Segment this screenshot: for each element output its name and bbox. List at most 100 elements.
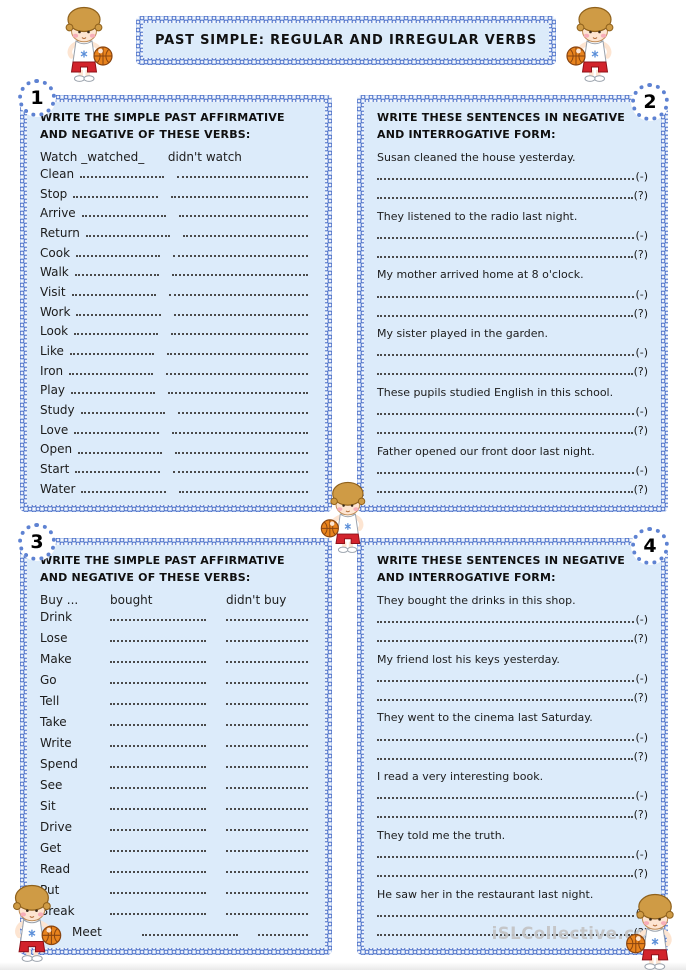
negative-answer-line[interactable]: (-) [377,458,648,477]
interrogative-answer-line[interactable]: (?) [377,242,648,261]
past-negative-blank[interactable] [226,661,308,664]
interrogative-answer-line[interactable]: (?) [377,861,648,880]
negative-blank[interactable] [377,295,635,298]
past-negative-blank[interactable] [172,471,308,474]
past-affirmative-blank[interactable] [76,254,161,257]
past-negative-blank[interactable] [177,176,308,179]
past-affirmative-blank[interactable] [80,412,165,415]
interrogative-blank[interactable] [377,491,633,493]
past-negative-blank[interactable] [173,254,308,257]
interrogative-blank[interactable] [377,934,633,936]
past-negative-blank[interactable] [226,619,308,622]
interrogative-answer-line[interactable]: (?) [377,626,648,645]
past-affirmative-blank[interactable] [110,640,206,643]
interrogative-answer-line[interactable]: (?) [377,359,648,378]
past-negative-blank[interactable] [226,828,308,831]
past-negative-blank[interactable] [226,765,308,768]
interrogative-blank[interactable] [377,255,633,258]
past-affirmative-blank[interactable] [110,912,206,915]
past-negative-blank[interactable] [226,891,308,894]
past-affirmative-blank[interactable] [80,176,165,179]
past-negative-blank[interactable] [171,333,308,336]
negative-blank[interactable] [377,178,635,181]
negative-answer-line[interactable]: (-) [377,607,648,626]
interrogative-blank[interactable] [377,197,633,200]
past-affirmative-blank[interactable] [110,724,206,727]
past-affirmative-blank[interactable] [81,215,166,218]
past-affirmative-blank[interactable] [110,765,206,768]
past-affirmative-blank[interactable] [110,682,206,685]
past-affirmative-blank[interactable] [110,619,206,622]
past-negative-blank[interactable] [226,745,308,747]
past-negative-blank[interactable] [166,372,308,375]
interrogative-answer-line[interactable]: (?) [377,685,648,704]
past-affirmative-blank[interactable] [74,333,159,336]
past-negative-blank[interactable] [177,412,308,415]
past-negative-blank[interactable] [226,870,308,873]
negative-answer-line[interactable]: (-) [377,340,648,359]
past-affirmative-blank[interactable] [110,661,206,664]
negative-blank[interactable] [377,413,635,416]
past-negative-blank[interactable] [226,703,308,706]
negative-answer-line[interactable]: (-) [377,666,648,685]
interrogative-blank[interactable] [377,816,633,819]
past-affirmative-blank[interactable] [85,235,171,238]
past-affirmative-blank[interactable] [110,870,206,873]
interrogative-answer-line[interactable]: (?) [377,418,648,437]
past-affirmative-blank[interactable] [78,451,163,454]
past-negative-blank[interactable] [168,392,308,395]
past-affirmative-blank[interactable] [74,431,159,434]
past-negative-blank[interactable] [226,849,308,852]
negative-answer-line[interactable]: (-) [377,725,648,744]
past-negative-blank[interactable] [173,313,308,316]
negative-blank[interactable] [377,738,635,741]
interrogative-blank[interactable] [377,640,633,643]
past-negative-blank[interactable] [183,235,308,238]
past-negative-blank[interactable] [226,786,308,789]
past-affirmative-blank[interactable] [73,195,158,198]
past-affirmative-blank[interactable] [76,313,161,316]
past-negative-blank[interactable] [226,912,308,915]
past-affirmative-blank[interactable] [69,353,155,356]
interrogative-blank[interactable] [377,875,633,878]
past-negative-blank[interactable] [172,274,308,277]
past-negative-blank[interactable] [226,724,308,727]
interrogative-answer-line[interactable]: (?) [377,744,648,763]
negative-blank[interactable] [377,472,635,474]
negative-blank[interactable] [377,354,635,357]
past-negative-blank[interactable] [226,640,308,643]
past-negative-blank[interactable] [175,451,308,454]
past-negative-blank[interactable] [170,195,308,198]
past-affirmative-blank[interactable] [110,849,206,852]
past-affirmative-blank[interactable] [71,392,156,395]
negative-answer-line[interactable]: (-) [377,842,648,861]
past-negative-blank[interactable] [179,215,308,218]
past-affirmative-blank[interactable] [110,786,206,789]
interrogative-blank[interactable] [377,698,633,701]
negative-answer-line[interactable]: (-) [377,901,648,920]
interrogative-answer-line[interactable]: (?) [377,183,648,202]
interrogative-blank[interactable] [377,757,633,760]
negative-answer-line[interactable]: (-) [377,164,648,183]
past-negative-blank[interactable] [167,353,308,356]
interrogative-answer-line[interactable]: (?) [377,802,648,821]
negative-answer-line[interactable]: (-) [377,399,648,418]
past-negative-blank[interactable] [171,431,308,434]
past-negative-blank[interactable] [258,933,308,936]
interrogative-blank[interactable] [377,432,633,435]
past-negative-blank[interactable] [168,294,308,297]
past-affirmative-blank[interactable] [71,294,156,297]
past-affirmative-blank[interactable] [142,933,238,936]
past-negative-blank[interactable] [226,807,308,810]
past-affirmative-blank[interactable] [110,891,206,894]
negative-blank[interactable] [377,856,635,859]
past-affirmative-blank[interactable] [69,372,154,375]
past-negative-blank[interactable] [226,682,308,685]
negative-blank[interactable] [377,679,635,682]
negative-blank[interactable] [377,915,635,917]
past-affirmative-blank[interactable] [75,471,160,474]
past-affirmative-blank[interactable] [110,745,206,747]
interrogative-answer-line[interactable]: (?) [377,477,648,496]
negative-answer-line[interactable]: (-) [377,223,648,242]
negative-answer-line[interactable]: (-) [377,783,648,802]
